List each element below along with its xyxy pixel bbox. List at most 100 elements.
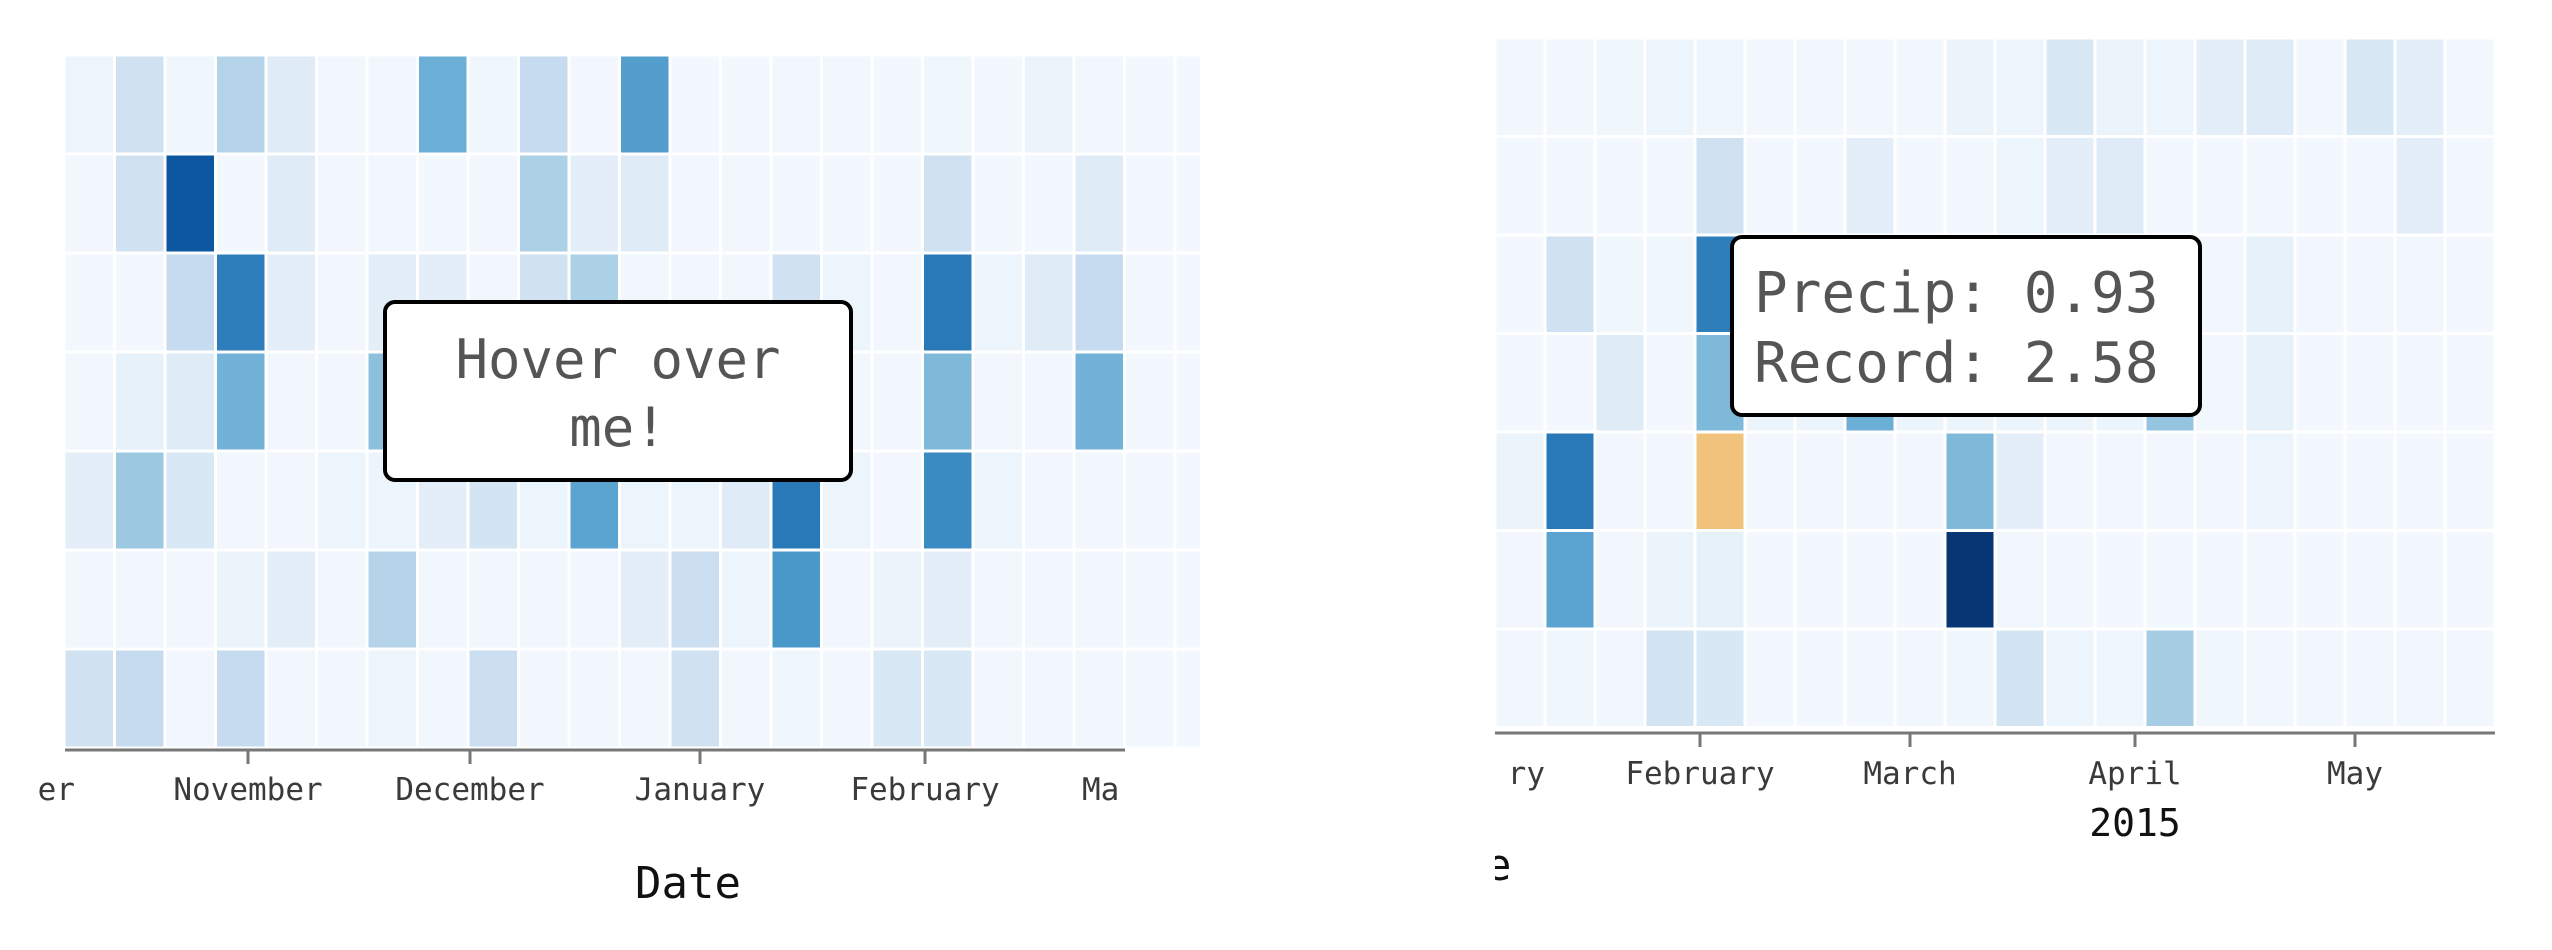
heatmap-cell[interactable] [517, 152, 571, 255]
heatmap-cell[interactable] [62, 350, 116, 453]
heatmap-cell[interactable] [769, 548, 823, 651]
heatmap-cell[interactable] [1495, 36, 1547, 138]
heatmap-cell[interactable] [2443, 233, 2497, 335]
heatmap-cell[interactable] [113, 548, 167, 651]
heatmap-cell[interactable] [1543, 332, 1597, 434]
heatmap-cell[interactable] [2193, 233, 2247, 335]
heatmap-cell[interactable] [1543, 135, 1597, 237]
heatmap-cell[interactable] [1123, 152, 1177, 255]
heatmap-cell[interactable] [416, 53, 470, 156]
heatmap-cell[interactable] [1123, 647, 1177, 750]
heatmap-cell[interactable] [1893, 36, 1947, 138]
heatmap-cell[interactable] [264, 350, 318, 453]
heatmap-cell[interactable] [1593, 627, 1647, 729]
heatmap-cell[interactable] [2043, 430, 2097, 532]
heatmap-cell[interactable] [668, 548, 722, 651]
heatmap-cell[interactable] [517, 53, 571, 156]
heatmap-cell[interactable] [2293, 233, 2347, 335]
heatmap-cell[interactable] [163, 350, 217, 453]
heatmap-cell[interactable] [2043, 36, 2097, 138]
heatmap-cell[interactable] [618, 647, 672, 750]
heatmap-cell[interactable] [1893, 529, 1947, 631]
heatmap-cell[interactable] [416, 548, 470, 651]
heatmap-cell[interactable] [2243, 36, 2297, 138]
heatmap-cell[interactable] [113, 350, 167, 453]
heatmap-cell[interactable] [567, 152, 621, 255]
heatmap-cell[interactable] [2293, 36, 2347, 138]
heatmap-cell[interactable] [668, 53, 722, 156]
heatmap-cell[interactable] [1072, 449, 1126, 552]
heatmap-cell[interactable] [1173, 251, 1200, 354]
heatmap-cell[interactable] [1173, 350, 1200, 453]
heatmap-cell[interactable] [214, 647, 268, 750]
heatmap-cell[interactable] [1693, 36, 1747, 138]
heatmap-cell[interactable] [719, 152, 773, 255]
heatmap-cell[interactable] [1123, 53, 1177, 156]
heatmap-cell[interactable] [315, 350, 369, 453]
heatmap-cell[interactable] [2443, 332, 2497, 434]
heatmap-cell[interactable] [971, 548, 1025, 651]
heatmap-cell[interactable] [517, 647, 571, 750]
heatmap-cell[interactable] [1022, 647, 1076, 750]
heatmap-cell[interactable] [2193, 529, 2247, 631]
heatmap-cell[interactable] [1072, 647, 1126, 750]
highlighted-heatmap-cell[interactable] [1693, 430, 1747, 532]
heatmap-cell[interactable] [870, 53, 924, 156]
heatmap-cell[interactable] [264, 647, 318, 750]
heatmap-cell[interactable] [2243, 332, 2297, 434]
heatmap-cell[interactable] [214, 152, 268, 255]
heatmap-cell[interactable] [2243, 135, 2297, 237]
heatmap-cell[interactable] [2043, 529, 2097, 631]
heatmap-cell[interactable] [1543, 627, 1597, 729]
heatmap-cell[interactable] [113, 251, 167, 354]
heatmap-cell[interactable] [1643, 233, 1697, 335]
heatmap-cell[interactable] [62, 53, 116, 156]
heatmap-cell[interactable] [719, 53, 773, 156]
heatmap-cell[interactable] [1743, 135, 1797, 237]
heatmap-cell[interactable] [1495, 233, 1547, 335]
heatmap-cell[interactable] [567, 647, 621, 750]
heatmap-cell[interactable] [1593, 529, 1647, 631]
heatmap-cell[interactable] [2293, 332, 2347, 434]
heatmap-cell[interactable] [1022, 449, 1076, 552]
heatmap-cell[interactable] [820, 152, 874, 255]
heatmap-cell[interactable] [1793, 529, 1847, 631]
heatmap-cell[interactable] [2143, 36, 2197, 138]
heatmap-cell[interactable] [2043, 135, 2097, 237]
heatmap-cell[interactable] [2143, 430, 2197, 532]
heatmap-cell[interactable] [264, 53, 318, 156]
heatmap-cell[interactable] [517, 548, 571, 651]
heatmap-cell[interactable] [1593, 332, 1647, 434]
heatmap-cell[interactable] [971, 53, 1025, 156]
heatmap-cell[interactable] [1943, 529, 1997, 631]
heatmap-cell[interactable] [2293, 627, 2347, 729]
heatmap-cell[interactable] [315, 152, 369, 255]
heatmap-cell[interactable] [2343, 430, 2397, 532]
heatmap-cell[interactable] [1893, 135, 1947, 237]
heatmap-cell[interactable] [1495, 332, 1547, 434]
heatmap-cell[interactable] [315, 53, 369, 156]
heatmap-cell[interactable] [1843, 529, 1897, 631]
heatmap-cell[interactable] [1793, 430, 1847, 532]
heatmap-cell[interactable] [1993, 627, 2047, 729]
heatmap-cell[interactable] [113, 53, 167, 156]
heatmap-cell[interactable] [264, 152, 318, 255]
heatmap-cell[interactable] [2393, 36, 2447, 138]
heatmap-cell[interactable] [1993, 529, 2047, 631]
heatmap-cell[interactable] [1693, 529, 1747, 631]
heatmap-cell[interactable] [1022, 350, 1076, 453]
heatmap-cell[interactable] [2343, 135, 2397, 237]
heatmap-cell[interactable] [315, 251, 369, 354]
heatmap-cell[interactable] [618, 548, 672, 651]
heatmap-cell[interactable] [921, 53, 975, 156]
heatmap-cell[interactable] [214, 53, 268, 156]
heatmap-cell[interactable] [1173, 53, 1200, 156]
heatmap-cell[interactable] [1793, 36, 1847, 138]
heatmap-cell[interactable] [1843, 135, 1897, 237]
heatmap-cell[interactable] [1843, 627, 1897, 729]
heatmap-cell[interactable] [1643, 430, 1697, 532]
heatmap-cell[interactable] [2293, 529, 2347, 631]
heatmap-cell[interactable] [62, 647, 116, 750]
heatmap-cell[interactable] [567, 548, 621, 651]
heatmap-cell[interactable] [2293, 135, 2347, 237]
